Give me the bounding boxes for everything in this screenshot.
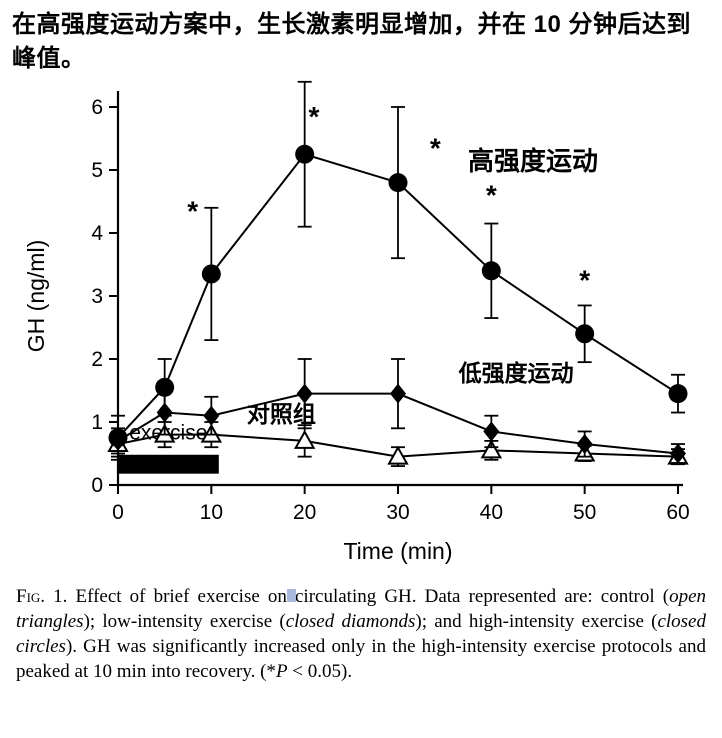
x-axis-title: Time (min) bbox=[343, 538, 452, 564]
gh-chart: 0 1 2 3 4 5 6 0 10 20 30 40 50 60 GH (ng/ml) Time (min)… bbox=[18, 77, 722, 572]
low-intensity-exercise-line bbox=[117, 392, 679, 455]
marker-closed-circle bbox=[201, 264, 221, 284]
marker-closed-diamond bbox=[203, 405, 220, 426]
figure-heading: 在高强度运动方案中，生长激素明显增加，并在 10 分钟后达到峰值。 bbox=[12, 11, 692, 72]
caption-segment: P bbox=[275, 661, 288, 683]
marker-closed-circle bbox=[155, 378, 175, 398]
marker-closed-circle bbox=[295, 144, 315, 164]
significance-asterisk: * bbox=[309, 101, 320, 132]
text-cursor-artifact bbox=[287, 589, 296, 602]
y-axis-title: GH (ng/ml) bbox=[23, 240, 49, 352]
caption-segment: closed circles bbox=[16, 611, 706, 658]
marker-closed-diamond bbox=[390, 383, 406, 404]
marker-open-triangle bbox=[387, 445, 409, 465]
control-line bbox=[117, 433, 679, 458]
marker-closed-circle bbox=[575, 324, 595, 344]
y-tick-label: 5 bbox=[91, 159, 103, 182]
caption-segment: ); and high-intensity exercise ( bbox=[415, 611, 658, 633]
x-tick-label: 40 bbox=[480, 501, 503, 524]
significance-asterisk: * bbox=[187, 196, 198, 227]
y-tick-label: 3 bbox=[91, 285, 103, 308]
x-tick-label: 20 bbox=[293, 501, 316, 524]
marker-closed-circle bbox=[108, 428, 128, 448]
caption-segment: open triangles bbox=[16, 586, 706, 633]
marker-closed-diamond bbox=[483, 421, 500, 442]
y-tick-label: 6 bbox=[91, 96, 103, 119]
x-tick-label: 50 bbox=[573, 501, 596, 524]
x-tick-label: 0 bbox=[112, 501, 124, 524]
x-tick-label: 10 bbox=[200, 501, 223, 524]
series-label-high-intensity-exercise: 高强度运动 bbox=[468, 146, 598, 176]
y-tick-label: 2 bbox=[91, 348, 103, 371]
exercise-period-bar bbox=[119, 454, 219, 474]
high-intensity-exercise-line bbox=[117, 153, 679, 439]
caption-segment: ); low-intensity exercise ( bbox=[83, 611, 286, 633]
y-tick-label: 1 bbox=[91, 411, 103, 434]
series-label-low-intensity-exercise: 低强度运动 bbox=[458, 360, 574, 386]
significance-asterisk: * bbox=[486, 180, 497, 211]
significance-asterisk: * bbox=[579, 265, 590, 296]
y-tick-label: 0 bbox=[91, 474, 103, 497]
caption-segment: ). GH was significantly increased only i… bbox=[16, 636, 706, 683]
y-tick-label: 4 bbox=[91, 222, 103, 245]
figure-caption: Fig. 1. Effect of brief exercise on circ… bbox=[16, 584, 706, 684]
caption-segment: closed diamonds bbox=[285, 611, 416, 633]
marker-open-triangle bbox=[293, 430, 316, 450]
marker-closed-diamond bbox=[576, 434, 593, 455]
marker-closed-circle bbox=[388, 173, 408, 193]
marker-closed-diamond bbox=[296, 383, 313, 404]
marker-closed-circle bbox=[668, 384, 688, 404]
x-tick-label: 30 bbox=[386, 501, 409, 524]
marker-open-triangle bbox=[480, 439, 503, 459]
significance-asterisk: * bbox=[430, 133, 441, 164]
caption-segment: Fig. 1. bbox=[16, 586, 68, 608]
marker-closed-circle bbox=[481, 261, 501, 281]
x-tick-label: 60 bbox=[666, 501, 689, 524]
caption-segment: < 0.05). bbox=[287, 661, 353, 683]
marker-closed-diamond bbox=[670, 443, 686, 464]
caption-segment: Effect of brief exercise on circulating … bbox=[67, 586, 670, 608]
